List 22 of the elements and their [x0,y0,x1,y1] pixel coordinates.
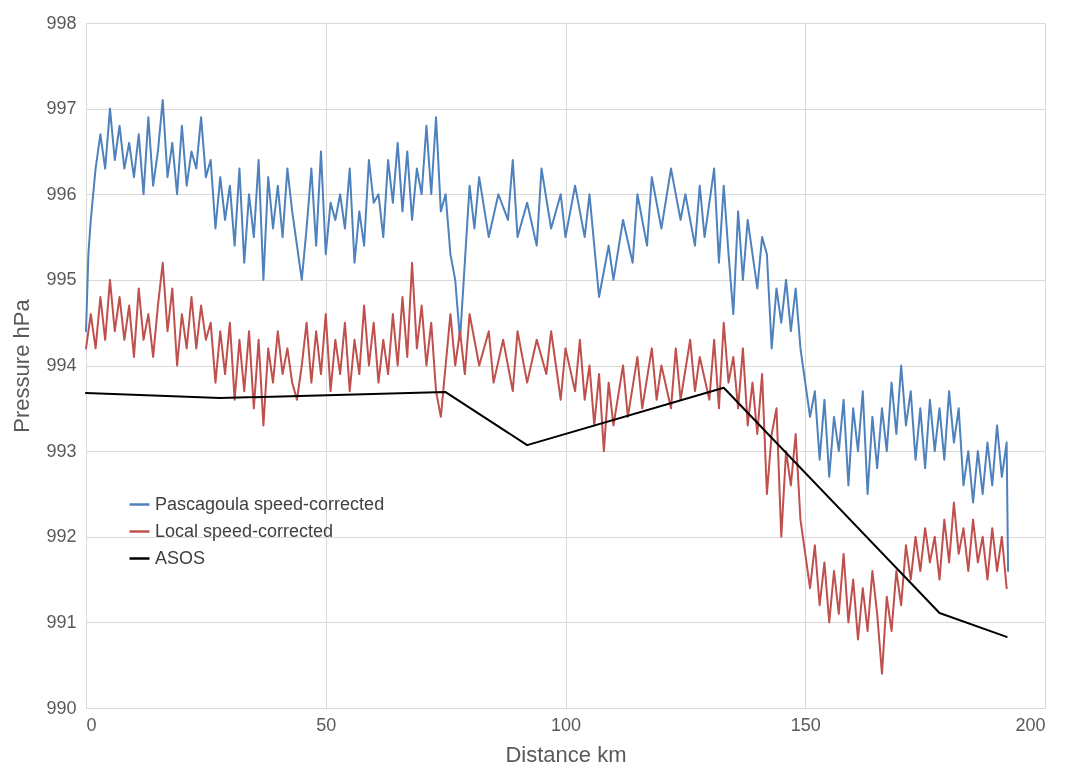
x-tick-label: 0 [86,714,97,735]
y-tick-label: 996 [46,183,77,204]
x-tick-label: 200 [1015,714,1046,735]
line-series [85,386,1008,638]
y-tick-label: 997 [46,98,77,119]
y-axis-title: Pressure hPa [9,298,35,433]
line-series [85,99,1010,572]
legend-label: ASOS [155,547,206,568]
y-tick-label: 998 [46,12,77,33]
line-series [85,261,1008,675]
y-tick-label: 990 [46,697,77,718]
legend-label: Local speed-corrected [155,520,334,541]
y-tick-label: 991 [46,611,77,632]
x-axis-title: Distance km [505,741,627,767]
y-tick-label: 993 [46,440,77,461]
x-tick-label: 100 [550,714,582,735]
y-tick-label: 992 [46,526,77,547]
x-tick-label: 50 [316,714,337,735]
legend-label: Pascagoula speed-corrected [155,493,385,514]
x-tick-label: 150 [790,714,821,735]
y-tick-label: 995 [46,269,77,290]
y-tick-label: 994 [46,355,77,375]
